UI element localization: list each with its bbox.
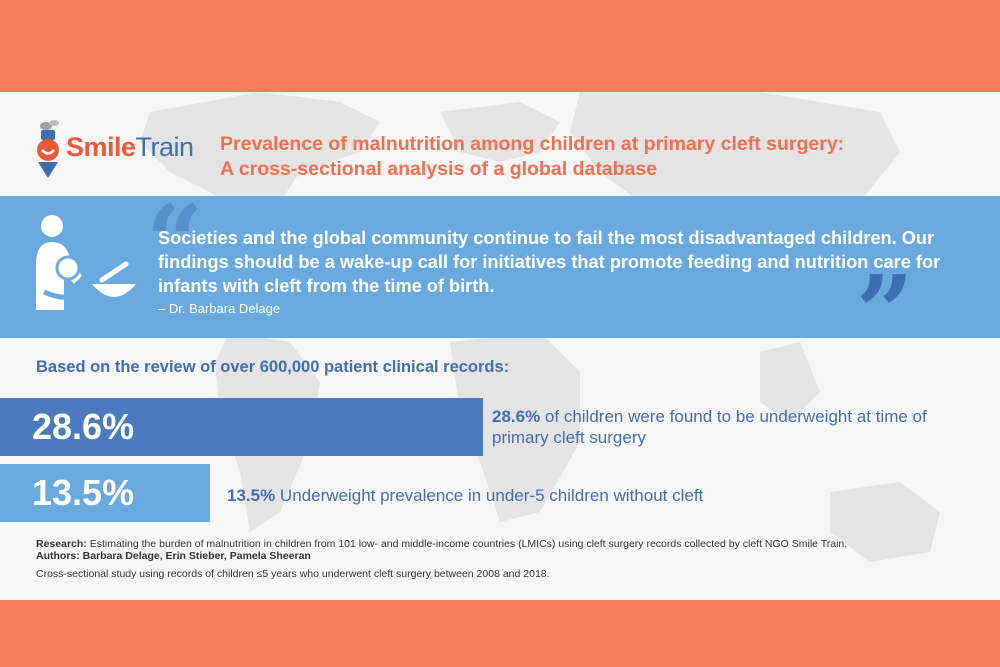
- open-quote-mark: “: [146, 183, 204, 301]
- title-line-2: A cross-sectional analysis of a global d…: [220, 158, 658, 180]
- quote-text: Societies and the global community conti…: [158, 228, 941, 296]
- smile-train-logo-icon: [37, 120, 59, 178]
- research-label: Research:: [36, 538, 87, 550]
- review-heading: Based on the review of over 600,000 pati…: [36, 358, 510, 376]
- stat-bar-1-value: 28.6%: [32, 406, 135, 447]
- stat-1-text: of children were found to be underweight…: [492, 407, 927, 447]
- mother-feeding-baby-icon: [36, 215, 136, 310]
- stat-2-text: Underweight prevalence in under-5 childr…: [275, 486, 704, 505]
- smile-train-logo: SmileTrain: [32, 120, 202, 190]
- stat-bar-2-value: 13.5%: [32, 472, 135, 513]
- page-title: Prevalence of malnutrition among childre…: [220, 132, 980, 182]
- stat-2-description: 13.5% Underweight prevalence in under-5 …: [227, 485, 927, 506]
- quote-author: – Dr. Barbara Delage: [158, 301, 281, 316]
- quote-box: “ Societies and the global community con…: [0, 192, 1000, 362]
- bottom-band: [0, 600, 1000, 667]
- logo-wordmark: SmileTrain: [66, 132, 194, 163]
- logo-smile-text: Smile: [66, 132, 136, 162]
- stat-bar-2: 13.5%: [0, 464, 210, 522]
- stat-1-percent: 28.6%: [492, 407, 541, 426]
- stat-bar-1: 28.6%: [0, 398, 483, 456]
- top-band: [0, 0, 1000, 92]
- stat-1-description: 28.6% of children were found to be under…: [492, 406, 982, 448]
- logo-train-text: Train: [135, 132, 195, 162]
- research-note: Research: Estimating the burden of malnu…: [36, 538, 976, 551]
- close-quote-mark: ”: [856, 253, 914, 371]
- research-text: Estimating the burden of malnutrition in…: [86, 538, 848, 550]
- study-description: Cross-sectional study using records of c…: [36, 568, 550, 580]
- title-line-1: Prevalence of malnutrition among childre…: [220, 133, 845, 155]
- infographic-panel: SmileTrain Prevalence of malnutrition am…: [0, 92, 1000, 600]
- stat-2-percent: 13.5%: [227, 486, 276, 505]
- authors-line: Authors: Barbara Delage, Erin Stieber, P…: [36, 550, 311, 562]
